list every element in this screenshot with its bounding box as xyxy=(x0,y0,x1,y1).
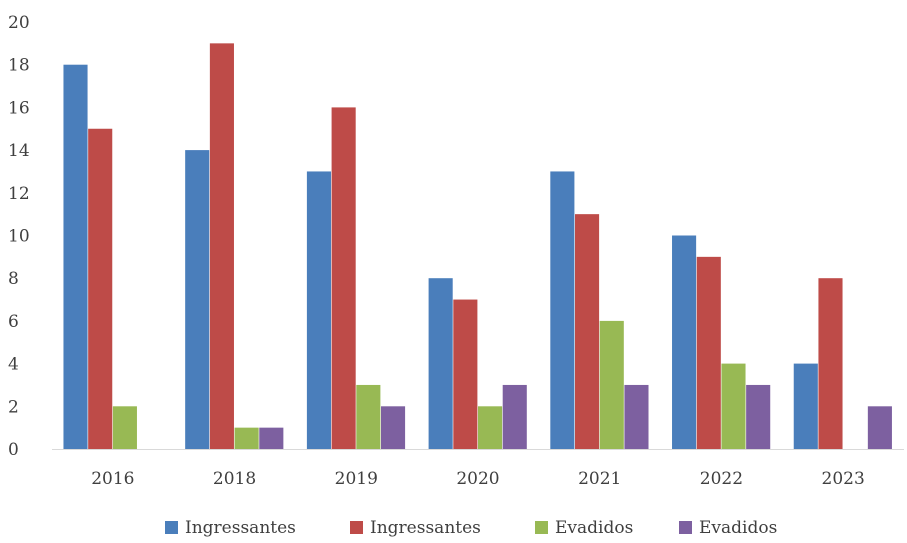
bar xyxy=(624,384,649,449)
legend-item: Evadidos xyxy=(679,518,777,538)
bar xyxy=(793,363,818,449)
legend-swatch xyxy=(535,521,548,534)
bar xyxy=(63,64,88,449)
bar xyxy=(478,406,503,449)
y-tick-label: 10 xyxy=(8,227,30,247)
x-tick-label: 2019 xyxy=(335,469,378,489)
x-tick-label: 2018 xyxy=(213,469,256,489)
y-tick-label: 0 xyxy=(8,440,19,460)
legend-swatch xyxy=(679,521,692,534)
bar xyxy=(259,427,284,449)
y-tick-label: 4 xyxy=(8,355,19,375)
legend-label: Evadidos xyxy=(555,518,633,538)
y-tick-label: 14 xyxy=(8,141,30,161)
bar xyxy=(453,299,478,449)
legend-item: Ingressantes xyxy=(350,518,481,538)
legend-label: Ingressantes xyxy=(370,518,481,538)
bars xyxy=(63,43,892,450)
bar xyxy=(867,406,892,449)
bar xyxy=(331,107,356,450)
legend-label: Evadidos xyxy=(699,518,777,538)
bar xyxy=(550,171,575,449)
bar xyxy=(185,150,210,449)
y-tick-label: 16 xyxy=(8,98,30,118)
legend: Ingressantes Ingressantes Evadidos Evadidos xyxy=(165,518,777,538)
legend-item: Evadidos xyxy=(535,518,633,538)
bar xyxy=(88,128,113,449)
x-axis: 2016 2018 2019 2020 2021 2022 2023 xyxy=(91,469,865,489)
x-tick-label: 2022 xyxy=(700,469,743,489)
y-tick-label: 20 xyxy=(8,13,30,33)
bar xyxy=(818,278,843,449)
bar xyxy=(746,384,771,449)
x-tick-label: 2020 xyxy=(456,469,499,489)
legend-swatch xyxy=(350,521,363,534)
bar xyxy=(672,235,697,449)
x-tick-label: 2021 xyxy=(578,469,621,489)
bar xyxy=(428,278,453,449)
bar xyxy=(306,171,331,449)
y-axis: 0 2 4 6 8 10 12 14 16 18 20 xyxy=(8,13,30,460)
bar xyxy=(209,43,234,449)
y-tick-label: 18 xyxy=(8,56,30,76)
bar xyxy=(234,427,259,449)
y-tick-label: 2 xyxy=(8,397,19,417)
bar xyxy=(112,406,137,449)
bar xyxy=(356,384,381,449)
y-tick-label: 6 xyxy=(8,312,19,332)
bar xyxy=(696,256,721,449)
x-tick-label: 2023 xyxy=(822,469,865,489)
y-tick-label: 12 xyxy=(8,184,30,204)
bar xyxy=(599,320,624,449)
legend-swatch xyxy=(165,521,178,534)
bar xyxy=(502,384,527,449)
legend-label: Ingressantes xyxy=(185,518,296,538)
y-tick-label: 8 xyxy=(8,269,19,289)
x-tick-label: 2016 xyxy=(91,469,134,489)
legend-item: Ingressantes xyxy=(165,518,296,538)
bar xyxy=(575,214,600,449)
bar xyxy=(721,363,746,449)
bar xyxy=(380,406,406,449)
